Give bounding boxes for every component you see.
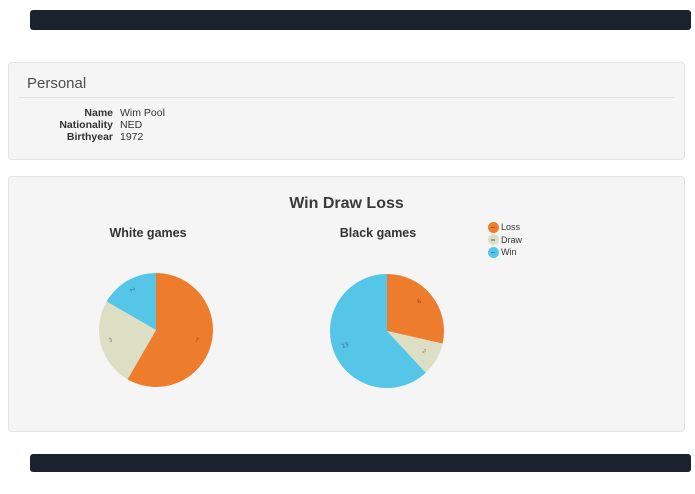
- pie-slice-loss: [127, 273, 213, 387]
- legend-marker-icon: [488, 221, 499, 233]
- personal-section-title: Personal: [27, 75, 87, 92]
- pie-slice-win: [330, 274, 426, 388]
- pie-svg: [330, 274, 444, 388]
- field-label: Name: [84, 107, 113, 119]
- pie-slice-draw: [99, 301, 156, 380]
- chart-panel: Win Draw Loss White games Black games Lo…: [8, 176, 685, 432]
- pie-slice-loss: [387, 274, 444, 344]
- legend-item-win[interactable]: Win: [488, 246, 522, 259]
- legend-label: Draw: [501, 234, 523, 245]
- pie-slice-draw: [387, 331, 443, 373]
- legend-marker-icon: [488, 246, 499, 258]
- black-games-pie: 6 2 13: [330, 274, 444, 388]
- field-label: Birthyear: [66, 131, 113, 143]
- divider: [19, 97, 674, 98]
- field-value: NED: [120, 119, 143, 131]
- black-games-title: Black games: [339, 226, 417, 240]
- personal-field-row: Birthyear 1972: [9, 131, 684, 143]
- personal-panel: Personal Name Wim Pool Nationality NED Birth…: [8, 62, 685, 160]
- field-value: 1972: [120, 131, 144, 143]
- personal-fields: Name Wim Pool Nationality NED Birthyear 1972: [9, 107, 684, 143]
- chart-legend: Loss Draw Win: [488, 221, 522, 259]
- pie-svg: [99, 273, 213, 387]
- white-games-title: White games: [109, 226, 187, 240]
- personal-field-row: Nationality NED: [9, 119, 684, 131]
- legend-item-draw[interactable]: Draw: [488, 234, 522, 247]
- legend-label: Loss: [501, 222, 521, 233]
- bottom-bar: [30, 454, 691, 472]
- top-bar: [30, 10, 691, 30]
- chart-main-title: Win Draw Loss: [289, 195, 404, 212]
- field-value: Wim Pool: [120, 107, 165, 119]
- field-label: Nationality: [59, 119, 113, 131]
- legend-marker-icon: [488, 234, 499, 246]
- legend-label: Win: [501, 247, 517, 258]
- pie-slice-win: [106, 273, 156, 330]
- legend-item-loss[interactable]: Loss: [488, 221, 522, 234]
- personal-field-row: Name Wim Pool: [9, 107, 684, 119]
